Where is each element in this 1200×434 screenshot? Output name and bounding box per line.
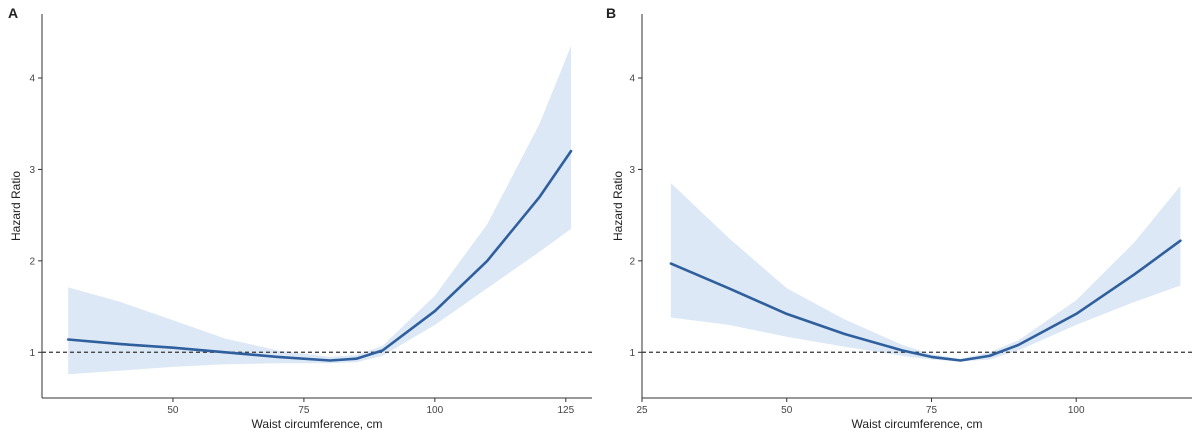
x-tick-label: 50: [781, 405, 793, 416]
y-tick-label: 2: [29, 256, 35, 267]
confidence-band: [68, 46, 571, 375]
panel-a: 1 2 3 4 50 75 100 125 Waist circumference, cm Haz…: [8, 5, 592, 431]
x-axis-title: Waist circumference, cm: [252, 417, 383, 431]
x-tick-label: 100: [427, 405, 444, 416]
y-axis-title: Hazard Ratio: [9, 171, 23, 241]
panel-b: 1 2 3 4 25 50 75 100 Waist circumference, cm Haza…: [606, 5, 1192, 431]
hazard-curve: [66, 149, 573, 362]
y-tick-label: 2: [629, 256, 635, 267]
x-tick-label: 75: [298, 405, 310, 416]
x-tick-label: 25: [636, 405, 648, 416]
y-tick-label: 1: [629, 348, 635, 359]
x-tick-label: 75: [926, 405, 938, 416]
panel-label: A: [8, 5, 18, 21]
y-axis-title: Hazard Ratio: [611, 171, 625, 241]
x-tick-label: 100: [1068, 405, 1085, 416]
x-axis-title: Waist circumference, cm: [852, 417, 983, 431]
y-tick-label: 3: [29, 165, 35, 176]
x-tick-label: 50: [167, 405, 179, 416]
y-tick-label: 3: [629, 165, 635, 176]
hazard-curve: [669, 239, 1182, 362]
confidence-band: [670, 183, 1181, 362]
y-tick-label: 1: [29, 348, 35, 359]
panel-label: B: [606, 5, 616, 21]
y-tick-label: 4: [629, 74, 635, 85]
y-tick-label: 4: [29, 74, 35, 85]
x-tick-label: 125: [557, 405, 574, 416]
